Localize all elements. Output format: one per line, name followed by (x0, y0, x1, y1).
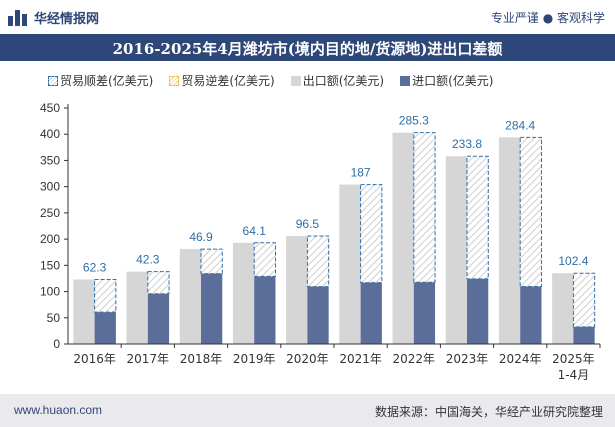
export-bar (73, 279, 95, 344)
surplus-bar (147, 271, 170, 295)
brand-logo-icon (8, 9, 28, 26)
legend-swatch-deficit (169, 75, 180, 86)
legend-item-surplus: 贸易顺差(亿美元) (48, 72, 153, 89)
legend-label-surplus: 贸易顺差(亿美元) (60, 74, 154, 88)
surplus-bar (413, 132, 436, 283)
top-bar: 华经情报网 专业严谨 ● 客观科学 (0, 0, 615, 34)
y-tick-label: 100 (40, 285, 60, 299)
import-bar (94, 312, 116, 344)
legend-label-deficit: 贸易逆差(亿美元) (181, 74, 275, 88)
import-bar (573, 326, 595, 344)
footer-source: 数据来源：中国海关，华经产业研究院整理 (374, 405, 603, 419)
import-bar (467, 278, 489, 344)
export-bar (498, 137, 521, 344)
x-tick-label: 2019年 (233, 352, 276, 366)
y-tick-label: 250 (40, 206, 60, 220)
surplus-data-label: 102.4 (558, 254, 588, 268)
brand-name: 华经情报网 (34, 12, 100, 27)
export-bar (179, 249, 201, 344)
import-bar (147, 293, 170, 344)
x-tick-label: 2023年 (446, 352, 489, 366)
x-tick-label: 2020年 (286, 352, 329, 366)
x-axis: 2016年 2017年 2018年 2019年 2020年 2021年 2022年 2023年… (68, 343, 601, 382)
title-bar: 2016-2025年4月潍坊市(境内目的地/货源地)进出口差额 (0, 34, 615, 61)
import-bar (520, 286, 542, 344)
surplus-data-label: 64.1 (243, 224, 267, 238)
y-tick-label: 300 (40, 180, 60, 194)
export-bar (445, 156, 467, 344)
surplus-data-label: 96.5 (296, 217, 320, 231)
export-bar (126, 271, 148, 344)
legend-item-export: 出口额(亿美元) (290, 72, 385, 89)
y-tick-label: 150 (40, 258, 60, 272)
import-bar (360, 282, 382, 344)
y-tick-label: 450 (40, 101, 60, 115)
surplus-data-label: 46.9 (189, 230, 213, 244)
chart-legend: 贸易顺差(亿美元) 贸易逆差(亿美元) 出口额(亿美元) 进口额(亿美元) (48, 72, 494, 89)
legend-label-export: 出口额(亿美元) (302, 74, 385, 88)
surplus-bar (253, 242, 276, 277)
import-bar (201, 273, 223, 344)
legend-item-deficit: 贸易逆差(亿美元) (169, 72, 275, 89)
surplus-data-label: 62.3 (83, 260, 107, 274)
y-tick-label: 0 (53, 337, 60, 351)
x-tick-label: 2024年 (499, 352, 542, 366)
surplus-bar (200, 248, 223, 275)
tagline: 专业严谨 ● 客观科学 (490, 11, 605, 25)
x-tick-label: 2018年 (180, 352, 223, 366)
bars-group: 62.3 42.3 46.9 64.1 96.5 187 285.3 233.8 284.4 10… (73, 114, 596, 344)
surplus-bar (466, 155, 489, 280)
x-tick-label: 2025年 1-4月 (552, 352, 595, 382)
footer-site-link[interactable]: www.huaon.com (14, 403, 103, 417)
x-tick-label: 2016年 (73, 352, 116, 366)
surplus-data-label: 285.3 (399, 114, 429, 128)
legend-label-import: 进口额(亿美元) (412, 74, 494, 88)
import-bar (254, 276, 276, 344)
surplus-bar (360, 184, 383, 284)
legend-swatch-surplus (48, 75, 58, 86)
surplus-data-label: 233.8 (452, 137, 482, 151)
import-bar (413, 282, 436, 344)
export-bar (339, 184, 361, 344)
x-tick-label: 2017年 (127, 352, 170, 366)
surplus-data-label: 284.4 (505, 118, 535, 132)
export-bar (392, 132, 414, 344)
chart-title: 2016-2025年4月潍坊市(境内目的地/货源地)进出口差额 (112, 40, 503, 58)
surplus-bar (94, 278, 117, 313)
legend-swatch-export (290, 75, 301, 86)
surplus-data-label: 42.3 (136, 253, 160, 267)
import-bar (307, 286, 329, 344)
legend-item-import: 进口额(亿美元) (400, 72, 494, 89)
y-tick-label: 350 (40, 153, 60, 167)
surplus-bar (572, 272, 596, 328)
export-bar (552, 273, 574, 344)
surplus-bar (306, 235, 330, 288)
y-tick-label: 50 (47, 311, 61, 325)
y-tick-label: 200 (40, 232, 60, 246)
legend-swatch-import (400, 75, 411, 86)
surplus-bar (519, 136, 542, 288)
x-tick-label: 2021年 (339, 352, 382, 366)
brand: 华经情报网 (8, 8, 99, 27)
footer: www.huaon.com 数据来源：中国海关，华经产业研究院整理 (0, 394, 615, 427)
export-bar (232, 242, 255, 344)
y-axis: 0 50 100 150 200 250 300 350 400 450 (40, 101, 69, 351)
export-bar (286, 235, 308, 344)
y-tick-label: 400 (40, 127, 60, 141)
surplus-data-label: 187 (351, 166, 371, 180)
x-tick-label: 2022年 (393, 352, 436, 366)
